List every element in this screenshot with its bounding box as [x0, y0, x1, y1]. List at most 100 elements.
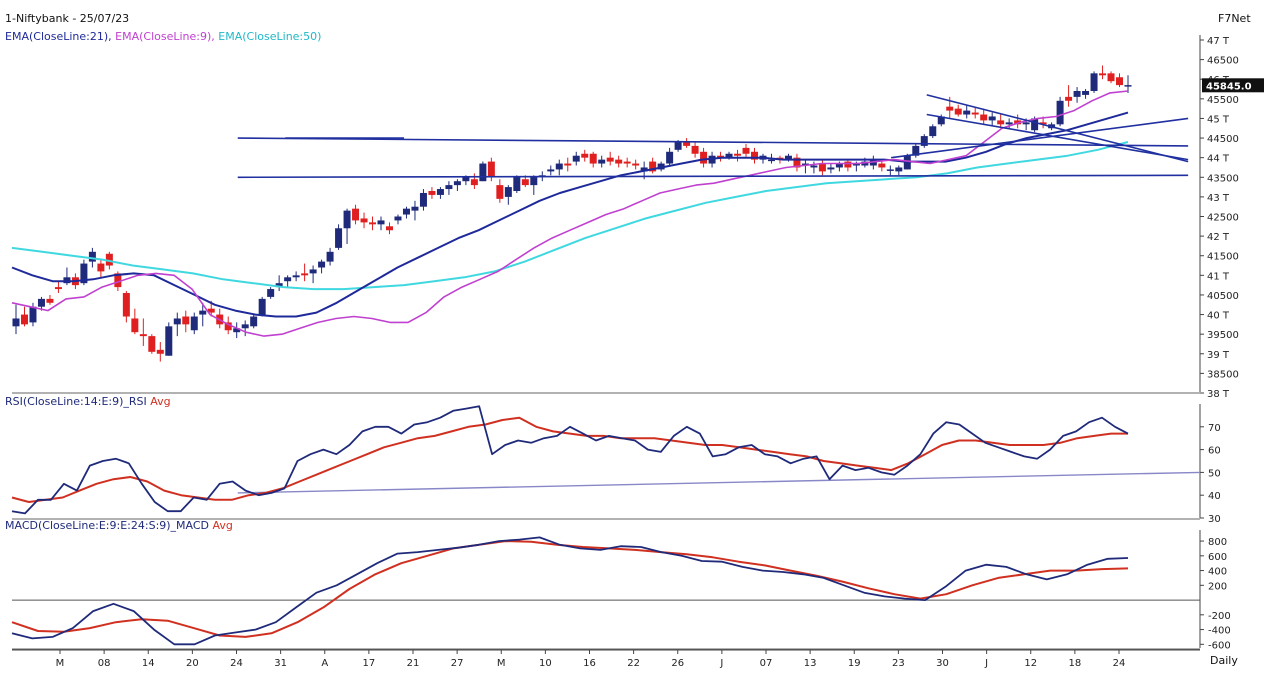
candle-body [46, 298, 54, 303]
x-tick-label: 31 [274, 658, 287, 669]
candle-body [988, 116, 996, 121]
candle-body [878, 163, 886, 168]
candle-body [886, 169, 894, 171]
candle-body [275, 283, 283, 288]
rsi-tick-label: 70 [1208, 423, 1221, 434]
trend-line [237, 174, 1189, 179]
last-price-label: 45845.0 [1206, 81, 1252, 92]
price-tick-label: 43 T [1207, 193, 1230, 204]
candle-body [971, 112, 979, 115]
last-price-box [1202, 78, 1264, 93]
candle-body [97, 263, 105, 272]
candle-body [377, 220, 385, 225]
candle-body [369, 222, 377, 225]
candle-body [131, 318, 139, 333]
candle-body [445, 185, 453, 190]
candle-body [301, 273, 309, 276]
candle-body [122, 292, 130, 317]
candle-body [530, 177, 538, 186]
candle-body [606, 157, 614, 162]
x-tick-label: 12 [1024, 658, 1037, 669]
x-axis: M 08 14 20 24 31 A 17 21 27 M 10 16 22 26 J 07 13 19 23 30 J 1… [12, 649, 1200, 669]
macd-avg-label: Avg [212, 519, 233, 532]
candle-body [683, 141, 691, 146]
candle-body [852, 163, 860, 166]
x-tick-label: M [497, 658, 506, 669]
candle-body [725, 153, 733, 158]
brand-label: F7Net [1218, 12, 1251, 25]
candle-body [818, 163, 826, 172]
candle-body [352, 208, 360, 221]
x-tick-label: 20 [186, 658, 199, 669]
x-tick-label: 08 [98, 658, 111, 669]
candle-body [182, 316, 190, 325]
rsi-legend: RSI(CloseLine:14:E:9)_RSI Avg [5, 395, 171, 408]
rsi-label: RSI(CloseLine:14:E:9)_RSI [5, 395, 147, 408]
candle-body [555, 163, 563, 170]
candle-body [1056, 100, 1064, 125]
candle-body [997, 120, 1005, 125]
rsi-tick-label: 60 [1208, 446, 1221, 457]
candle-body [521, 179, 529, 186]
candle-body [233, 328, 241, 333]
candle-body [1005, 122, 1013, 125]
period-label: Daily [1210, 654, 1238, 667]
ema50-line [11, 141, 1129, 291]
candle-body [309, 269, 317, 274]
candle-body [1099, 73, 1107, 76]
candle-body [920, 136, 928, 146]
candle-body [504, 187, 512, 197]
candle-body [937, 116, 945, 125]
candle-body [54, 287, 62, 290]
x-tick-label: 23 [892, 658, 905, 669]
candle-body [148, 336, 156, 352]
candle-body [462, 177, 470, 182]
candle-body [929, 126, 937, 137]
price-tick-label: 40 T [1207, 311, 1230, 322]
x-tick-label: 14 [142, 658, 155, 669]
candle-body [547, 169, 555, 172]
candle-body [335, 228, 343, 248]
candle-body [207, 308, 215, 313]
price-tick-label: 42 T [1207, 232, 1230, 243]
candle-body [734, 153, 742, 156]
price-tick-label: 41 T [1207, 271, 1230, 282]
price-tick-label: 46500 [1207, 56, 1239, 67]
candle-body [80, 263, 88, 284]
macd-tick-label: -400 [1208, 626, 1231, 637]
candle-body [649, 161, 657, 172]
candle-body [284, 277, 292, 282]
rsi-tick-label: 30 [1208, 514, 1221, 525]
macd-tick-label: 600 [1208, 552, 1227, 563]
candle-body [691, 145, 699, 154]
macd-tick-label: 400 [1208, 567, 1227, 578]
x-tick-label: M [56, 658, 65, 669]
candle-body [105, 253, 113, 266]
x-tick-label: J [719, 658, 723, 669]
candle-body [793, 157, 801, 168]
candle-body [615, 159, 623, 164]
candle-body [156, 349, 164, 354]
trend-line [926, 113, 1189, 161]
candle-body [598, 159, 606, 164]
candle-body [572, 155, 580, 162]
rsi-tick-label: 40 [1208, 491, 1221, 502]
candle-body [666, 151, 674, 164]
ema21-line [11, 111, 1129, 318]
ema9-line [11, 90, 1129, 337]
candle-body [37, 298, 45, 307]
candle-body [1082, 90, 1090, 95]
candle-body [199, 310, 207, 315]
x-tick-label: 22 [627, 658, 640, 669]
candle-body [767, 159, 775, 162]
candle-body [742, 147, 750, 154]
macd-panel: 800 600 400 200 -200 -400 -600 [11, 530, 1231, 651]
candle-body [1124, 85, 1132, 87]
candle-body [963, 110, 971, 115]
price-tick-label: 45500 [1207, 95, 1239, 106]
candle-body [20, 314, 28, 325]
candle-body [453, 181, 461, 186]
candle-body [343, 210, 351, 229]
candle-body [623, 161, 631, 164]
